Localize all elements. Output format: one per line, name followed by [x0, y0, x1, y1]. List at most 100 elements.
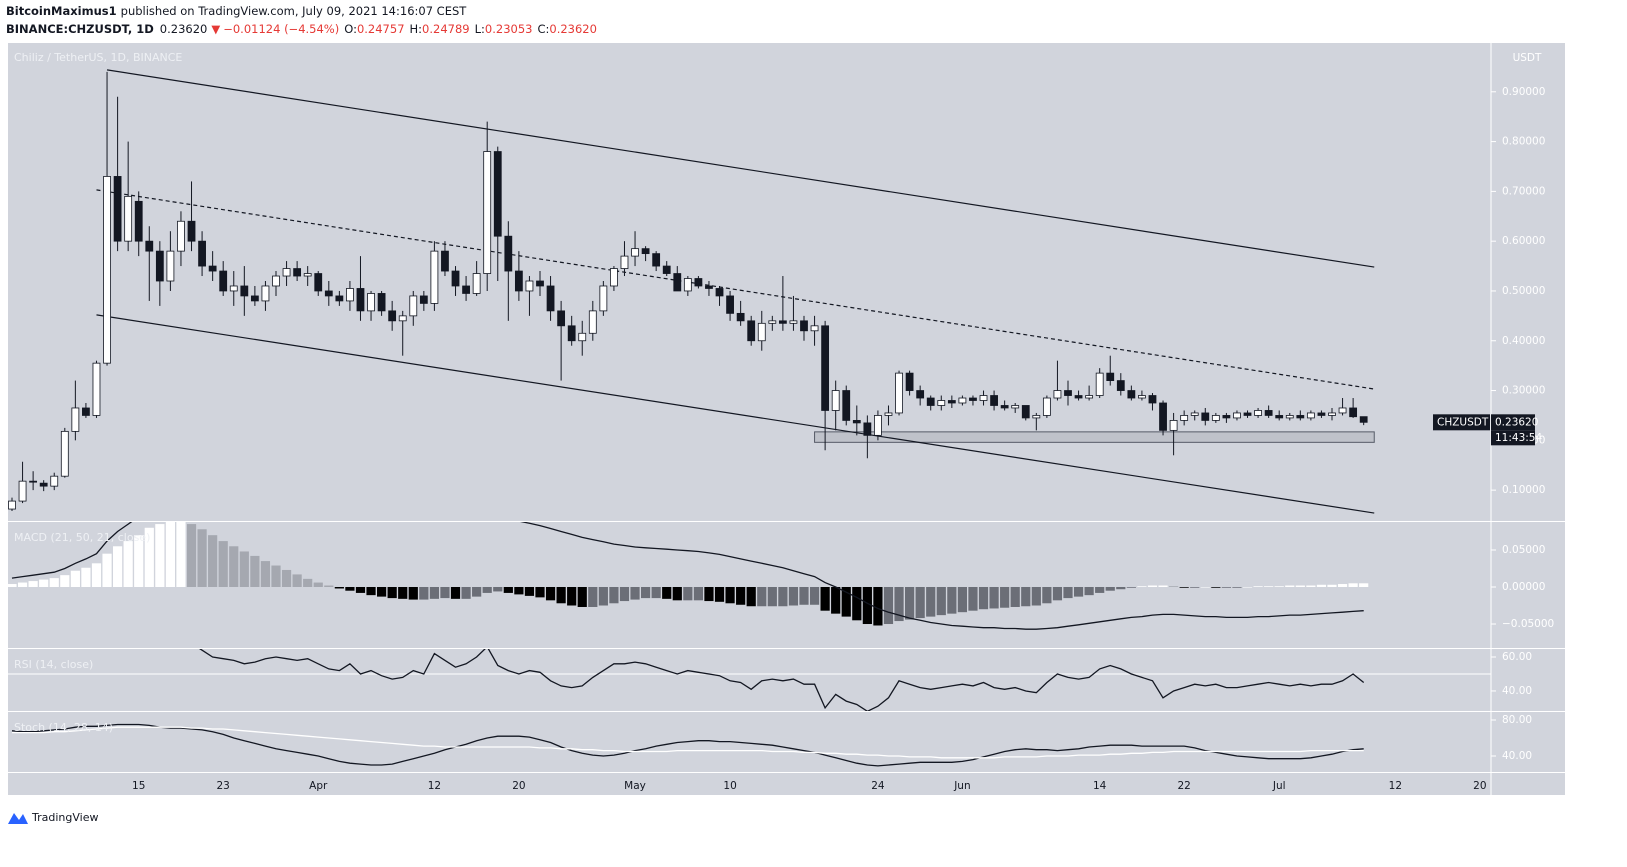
candle-body — [155, 250, 164, 282]
macd-bar — [968, 586, 978, 611]
macd-bar — [134, 535, 144, 587]
macd-bar — [1211, 586, 1221, 588]
macd-bar — [1031, 586, 1041, 606]
macd-bar — [49, 578, 59, 587]
macd-bar — [345, 586, 355, 591]
macd-bar — [503, 586, 513, 593]
pane-label: MACD (21, 50, 21, close) — [14, 531, 150, 544]
y-tick-label: −0.05000 — [1502, 618, 1554, 630]
candle-body — [1042, 397, 1051, 416]
macd-bar — [250, 555, 260, 587]
macd-bar — [39, 579, 49, 587]
candle-body — [1159, 402, 1167, 431]
candle-body — [1095, 372, 1104, 396]
candle-body — [778, 320, 787, 324]
macd-bar — [313, 582, 323, 587]
candle-body — [1306, 412, 1315, 419]
candle-body — [990, 395, 998, 406]
macd-bar — [630, 586, 640, 600]
candle-body — [969, 397, 977, 401]
x-tick-label: 20 — [512, 780, 525, 792]
candle-body — [610, 268, 618, 287]
candle-body — [641, 248, 650, 255]
macd-bar — [482, 586, 492, 593]
candle-body — [926, 397, 935, 406]
candle-body — [937, 400, 946, 406]
macd-bar — [1169, 586, 1179, 587]
macd-bar — [567, 586, 577, 606]
pane — [11, 723, 1364, 767]
candle-body — [947, 400, 956, 404]
macd-bar — [271, 565, 281, 587]
macd-bar — [651, 586, 661, 599]
candle-body — [673, 273, 682, 292]
macd-bar — [609, 586, 619, 604]
macd-bar — [1264, 586, 1274, 587]
candle-body — [1275, 415, 1284, 419]
support-zone — [814, 431, 1375, 443]
macd-bar — [978, 586, 989, 610]
candle-body — [335, 295, 344, 302]
y-tick-label: 0.40000 — [1502, 335, 1545, 347]
macd-bar — [598, 586, 608, 606]
candle-body — [1127, 390, 1136, 399]
macd-bar — [767, 586, 777, 607]
y-tick-label: 0.05000 — [1502, 544, 1545, 556]
countdown: 11:43:54 — [1495, 432, 1542, 444]
y-tick-label: 0.30000 — [1502, 385, 1545, 397]
macd-bar — [281, 569, 292, 587]
candle-body — [1296, 415, 1305, 419]
y-tick-label: 40.00 — [1502, 750, 1532, 762]
macd-bar — [387, 586, 397, 599]
price: 0.23620 — [160, 22, 208, 36]
pane — [8, 522, 1369, 630]
macd-bar — [1073, 586, 1084, 597]
candle-body — [219, 270, 228, 292]
candle-body — [451, 270, 460, 287]
macd-bar — [176, 522, 186, 587]
candle-body — [842, 390, 851, 421]
candle-body — [1285, 415, 1294, 419]
macd-bar — [746, 586, 756, 607]
candle-body — [1169, 420, 1178, 431]
candle-body — [261, 285, 270, 302]
macd-bar — [377, 586, 387, 597]
macd-bar — [155, 524, 165, 587]
candle-body — [1064, 390, 1072, 396]
x-tick-label: Jun — [953, 780, 970, 792]
candle-body — [525, 280, 534, 292]
macd-bar — [545, 586, 556, 601]
published: published on TradingView.com, July 09, 2… — [121, 4, 468, 18]
candle-body — [536, 280, 544, 287]
macd-bar — [915, 586, 925, 619]
macd-bar — [450, 586, 461, 599]
macd-bar — [641, 586, 651, 599]
candle-body — [662, 265, 671, 274]
macd-bar — [1337, 584, 1348, 587]
macd-bar — [809, 586, 820, 605]
candle-body — [821, 325, 830, 411]
macd-bar — [704, 586, 714, 602]
candle-body — [388, 310, 397, 322]
candle-body — [1190, 412, 1199, 416]
macd-bar — [1274, 586, 1284, 587]
macd-bar — [672, 586, 682, 601]
macd-bar — [736, 586, 746, 605]
candle-body — [124, 195, 133, 242]
x-tick-label: 12 — [1389, 780, 1402, 792]
trend-line — [106, 69, 1375, 268]
trend-line — [96, 189, 1375, 390]
macd-bar — [662, 586, 672, 599]
ohlc-key: L: — [475, 22, 485, 36]
x-tick-label: 22 — [1177, 780, 1190, 792]
y-axis-label: USDT — [1513, 52, 1542, 64]
candle-body — [208, 265, 217, 272]
macd-bar — [936, 586, 946, 616]
candle-body — [113, 176, 122, 242]
macd-bar — [1147, 585, 1158, 587]
candle-body — [1180, 415, 1189, 421]
candle-body — [1138, 395, 1146, 399]
candle-body — [409, 295, 418, 317]
candle-body — [39, 482, 48, 487]
